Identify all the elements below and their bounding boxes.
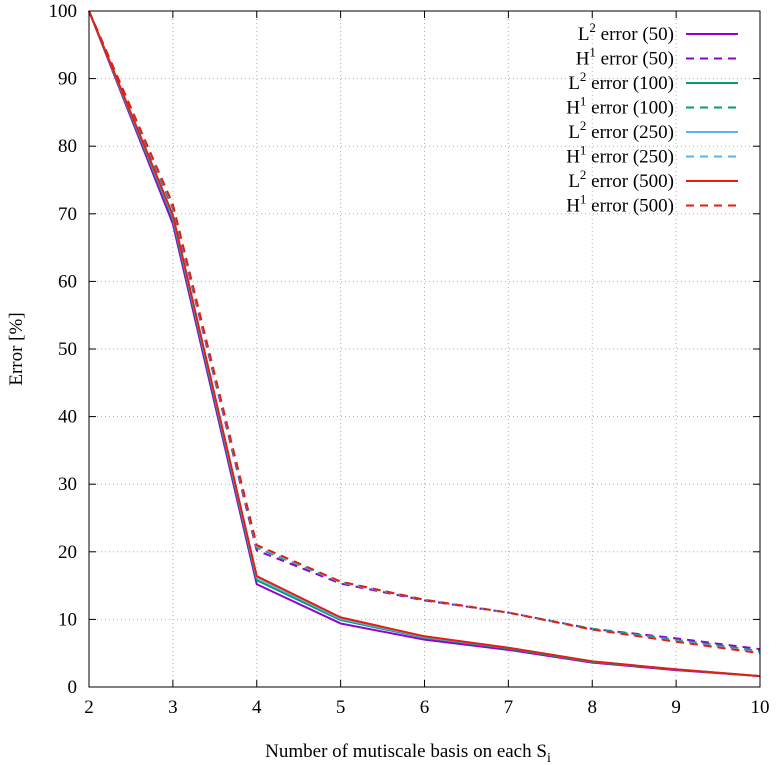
legend-superscript: 2 [589,20,596,35]
legend-label-2: H1 error (50) [576,45,674,70]
legend-text: error (250) [586,147,674,168]
legend-symbol: L [568,171,580,192]
y-tick-label: 90 [58,69,77,90]
y-tick-label: 10 [58,609,77,630]
legend-text: error (100) [586,98,674,119]
legend-superscript: 2 [580,69,587,84]
legend: L2 error (50)H1 error (50)L2 error (100)… [566,20,738,217]
y-tick-label: 70 [58,204,77,225]
legend-symbol: L [568,73,580,94]
legend-label-3: L2 error (100) [568,69,674,94]
x-tick-label: 2 [84,697,94,718]
legend-symbol: H [576,49,590,70]
series-line-4 [88,10,761,653]
series-line-7 [88,10,761,678]
x-axis-label: Number of mutiscale basis on each Si [265,741,551,765]
legend-text: error (50) [596,24,674,45]
legend-label-7: L2 error (500) [568,167,674,192]
y-tick-label: 20 [58,542,77,563]
y-tick-label: 30 [58,474,77,495]
x-axis-label-subscript: i [547,751,551,765]
legend-superscript: 1 [580,94,587,109]
x-tick-label: 7 [504,697,514,718]
x-tick-label: 6 [420,697,430,718]
legend-symbol: L [568,122,580,143]
x-tick-label: 9 [671,697,681,718]
y-tick-label: 40 [58,407,77,428]
legend-symbol: H [566,147,580,168]
legend-label-4: H1 error (100) [566,94,674,119]
legend-text: error (100) [586,73,674,94]
x-tick-label: 5 [336,697,346,718]
y-tick-label: 0 [68,677,78,698]
legend-label-6: H1 error (250) [566,143,674,168]
y-tick-label: 80 [58,136,77,157]
legend-symbol: L [578,24,590,45]
grid-lines [89,11,760,687]
y-axis-label: Error [%] [6,312,27,385]
x-tick-label: 3 [168,697,178,718]
legend-superscript: 2 [580,167,587,182]
legend-label-8: H1 error (500) [566,192,674,217]
legend-text: error (50) [596,49,674,70]
x-axis-label-main: Number of mutiscale basis on each S [265,741,547,762]
x-tick-label: 4 [252,697,262,718]
legend-label-5: L2 error (250) [568,118,674,143]
x-tick-label: 8 [588,697,598,718]
series-group [88,10,761,678]
legend-symbol: H [566,98,580,119]
legend-superscript: 1 [580,192,587,207]
legend-text: error (500) [586,196,674,217]
legend-text: error (500) [586,171,674,192]
legend-superscript: 1 [589,45,596,60]
x-tick-label: 10 [751,697,770,718]
legend-label-1: L2 error (50) [578,20,674,45]
y-tick-label: 50 [58,339,77,360]
series-line-8 [88,10,761,655]
y-tick-label: 60 [58,271,77,292]
legend-superscript: 2 [580,118,587,133]
legend-symbol: H [566,196,580,217]
legend-text: error (250) [586,122,674,143]
y-tick-label: 100 [49,1,78,22]
legend-superscript: 1 [580,143,587,158]
